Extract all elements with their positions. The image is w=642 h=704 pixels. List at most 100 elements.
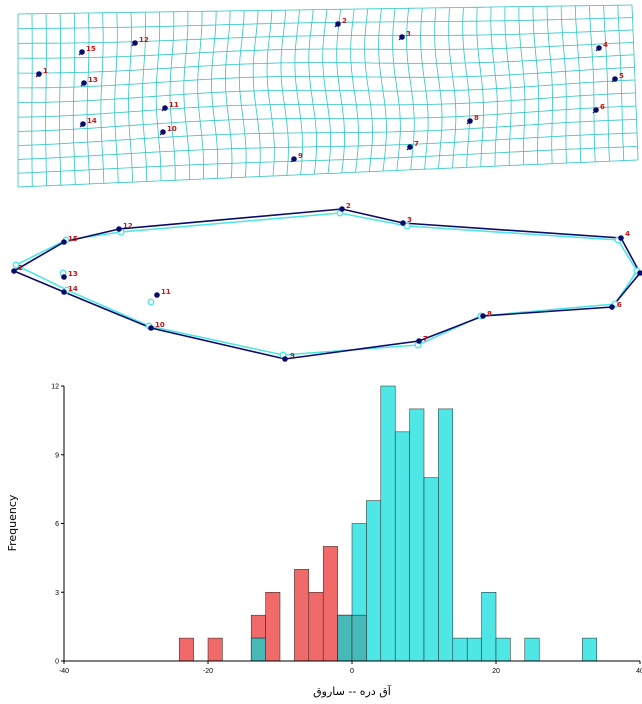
landmark-point-dark <box>609 304 615 310</box>
landmark-point <box>80 121 86 127</box>
cyan-histogram-bar <box>409 408 425 662</box>
grid-column-line <box>364 8 373 172</box>
cyan-histogram-bar <box>394 431 410 662</box>
grid-column-line <box>169 11 176 181</box>
landmark-label: 4 <box>603 41 608 49</box>
landmark-point-dark <box>11 268 17 274</box>
outline-dark <box>13 208 641 360</box>
landmark-point <box>132 40 138 46</box>
cyan-histogram-bar <box>481 592 497 662</box>
landmark-point-dark <box>282 356 288 362</box>
grid-column-line <box>72 13 76 185</box>
landmark-point-dark <box>116 226 122 232</box>
grid-column-line <box>45 13 47 186</box>
landmark-point <box>399 34 405 40</box>
cyan-histogram-bar <box>423 477 439 662</box>
landmark-label: 13 <box>68 270 78 278</box>
grid-column-line <box>350 9 359 173</box>
axis-ticks: -40 -20 0 20 40 0 3 6 9 12 <box>51 384 642 676</box>
x-tick-label: 20 <box>492 668 500 675</box>
cyan-histogram-bar <box>366 500 382 662</box>
landmark-label: 8 <box>487 310 492 318</box>
grid-column-line <box>252 10 261 177</box>
landmark-point-dark <box>416 338 422 344</box>
landmark-label: 10 <box>167 125 177 133</box>
grid-column-line <box>462 7 471 168</box>
grid-column-line <box>238 10 247 178</box>
cyan-histogram-bar <box>495 637 511 662</box>
landmark-label: 7 <box>414 140 419 148</box>
x-tick-label: -20 <box>203 668 213 675</box>
landmark-point <box>612 76 618 82</box>
grid-column-line <box>406 8 415 170</box>
red-histogram-bar <box>207 637 223 662</box>
grid-column-line <box>617 5 625 161</box>
landmark-point <box>593 107 599 113</box>
landmark-label: 4 <box>625 230 630 238</box>
landmark-label: 2 <box>346 202 351 210</box>
grid-column-line <box>155 11 162 181</box>
landmark-label: 10 <box>155 321 165 329</box>
landmark-label: 12 <box>139 36 149 44</box>
landmark-label: 14 <box>68 285 78 293</box>
landmark-label: 15 <box>68 235 78 243</box>
grid-row-line <box>17 119 637 146</box>
grid-column-line <box>114 12 119 183</box>
grid-row-line <box>17 146 638 174</box>
grid-column-line <box>631 4 639 161</box>
y-tick-label: 12 <box>51 384 59 391</box>
landmark-label: 11 <box>169 101 179 109</box>
histogram-panel: -40 -20 0 20 40 0 3 6 9 12 Frequency آق دره -- سا… <box>6 384 642 699</box>
landmark-point <box>160 129 166 135</box>
y-tick-label: 0 <box>55 659 59 666</box>
deformation-grid-lines <box>17 4 639 188</box>
cyan-histogram-bar <box>438 408 454 662</box>
y-tick-label: 9 <box>55 452 59 459</box>
grid-column-line <box>141 12 148 182</box>
landmark-point-dark <box>61 239 67 245</box>
grid-column-line <box>86 12 90 184</box>
landmark-point-dark <box>637 270 642 276</box>
landmark-point-dark <box>61 274 67 280</box>
x-tick-label: -40 <box>59 668 69 675</box>
grid-column-line <box>420 8 429 170</box>
landmark-label: 5 <box>619 72 624 80</box>
landmark-point-dark <box>400 220 406 226</box>
grid-column-line <box>197 11 204 180</box>
grid-column-line <box>448 7 457 169</box>
grid-row-line <box>18 42 634 59</box>
grid-column-line <box>490 6 498 167</box>
overlap-histogram-bar <box>250 637 266 662</box>
landmark-point-cyan <box>12 261 20 269</box>
red-histogram-bar <box>178 637 194 662</box>
grid-row-line <box>17 4 633 15</box>
landmark-point <box>291 156 297 162</box>
landmark-label: 1 <box>43 67 48 75</box>
histogram-bars <box>178 385 598 662</box>
landmark-label: 6 <box>617 301 622 309</box>
landmark-point <box>596 45 602 51</box>
grid-column-line <box>476 7 484 167</box>
grid-row-line <box>18 29 634 44</box>
outline-cyan <box>15 212 638 356</box>
grid-column-line <box>504 6 512 166</box>
landmark-label: 1 <box>18 264 23 272</box>
cyan-histogram-bar <box>452 637 468 662</box>
landmark-label: 3 <box>406 30 411 38</box>
landmark-label: 2 <box>342 17 347 25</box>
grid-column-line <box>378 8 387 172</box>
landmark-point <box>36 71 42 77</box>
grid-column-line <box>294 9 303 175</box>
x-axis-title: آق دره -- ساروق <box>313 684 392 698</box>
landmark-point-dark <box>154 292 160 298</box>
grid-column-line <box>560 6 567 164</box>
grid-column-line <box>518 6 526 165</box>
overlap-histogram-bar <box>337 614 353 662</box>
grid-row-line <box>18 66 635 89</box>
grid-row-line <box>17 132 638 160</box>
grid-row-line <box>18 54 635 74</box>
landmark-point-dark <box>61 289 67 295</box>
